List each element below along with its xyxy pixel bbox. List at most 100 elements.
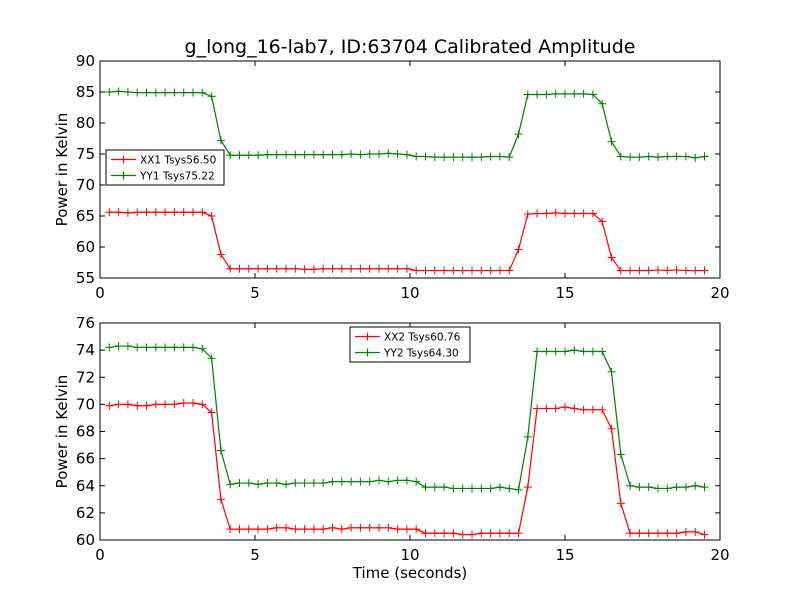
data-point — [384, 523, 393, 532]
data-point — [533, 347, 542, 356]
data-point — [347, 477, 356, 486]
data-point — [198, 88, 207, 97]
data-point — [402, 476, 411, 485]
data-point — [402, 150, 411, 159]
data-point — [477, 153, 486, 162]
data-point — [272, 150, 281, 159]
data-point — [598, 99, 607, 108]
data-point — [551, 347, 560, 356]
legend-label: XX1 Tsys56.50 — [140, 155, 216, 167]
data-point — [607, 137, 616, 146]
data-point — [347, 523, 356, 532]
data-point — [263, 264, 272, 273]
data-point — [337, 525, 346, 534]
data-point — [505, 153, 514, 162]
data-point — [523, 432, 532, 441]
data-point — [468, 266, 476, 275]
data-point — [170, 208, 179, 217]
data-point — [468, 530, 476, 539]
data-point — [672, 265, 681, 274]
data-point — [105, 401, 114, 410]
legend-label: YY1 Tsys75.22 — [139, 171, 215, 183]
data-point — [337, 150, 346, 159]
data-point — [700, 483, 709, 492]
x-tick-label: 5 — [250, 546, 260, 564]
data-point — [300, 525, 309, 534]
data-point — [254, 264, 263, 273]
data-point — [300, 265, 309, 274]
data-point — [468, 484, 476, 493]
data-point — [375, 523, 383, 532]
data-point — [440, 266, 449, 275]
data-point — [198, 400, 207, 409]
data-point — [319, 525, 328, 534]
data-point — [663, 266, 672, 275]
data-point — [142, 208, 151, 217]
data-point — [681, 483, 690, 492]
data-point — [681, 527, 690, 536]
data-point — [542, 404, 551, 413]
data-point — [449, 266, 458, 275]
data-point — [226, 264, 235, 273]
y-tick-label: 62 — [76, 504, 95, 522]
data-point — [244, 151, 253, 160]
data-point — [440, 529, 449, 538]
data-point — [291, 479, 300, 488]
data-point — [449, 529, 458, 538]
data-point — [356, 150, 365, 159]
data-point — [486, 529, 495, 538]
data-point — [235, 264, 244, 273]
data-point — [263, 150, 272, 159]
data-point — [607, 424, 616, 433]
data-point — [282, 264, 290, 273]
data-point — [133, 401, 142, 410]
data-point — [375, 264, 383, 273]
data-point — [226, 480, 235, 489]
data-point — [440, 483, 449, 492]
x-axis-label: Time (seconds) — [352, 564, 468, 582]
data-point — [449, 484, 458, 493]
data-point — [412, 525, 421, 534]
data-point — [514, 130, 523, 139]
data-point — [300, 150, 309, 159]
data-point — [105, 208, 114, 217]
data-point — [244, 264, 253, 273]
y-tick-label: 72 — [76, 368, 95, 386]
data-point — [635, 153, 644, 162]
data-point — [235, 525, 244, 534]
data-point — [579, 89, 588, 98]
data-point — [170, 88, 179, 97]
data-point — [123, 400, 132, 409]
data-point — [626, 481, 635, 490]
data-point — [216, 136, 225, 145]
data-point — [282, 523, 290, 532]
y-axis-label: Power in Kelvin — [53, 113, 71, 227]
data-point — [272, 479, 281, 488]
legend-swatch — [111, 171, 136, 180]
y-tick-label: 66 — [76, 450, 95, 468]
data-point — [514, 245, 523, 254]
data-point — [681, 152, 690, 161]
data-point — [468, 153, 476, 162]
data-point — [570, 346, 579, 355]
data-point — [421, 483, 430, 492]
data-point — [161, 88, 170, 97]
data-point — [691, 527, 700, 536]
data-point — [523, 210, 532, 219]
data-point — [356, 264, 365, 273]
data-point — [161, 343, 170, 352]
data-point — [142, 401, 151, 410]
data-point — [291, 264, 300, 273]
data-point — [328, 150, 337, 159]
data-point — [328, 264, 337, 273]
data-point — [495, 529, 504, 538]
data-point — [319, 150, 328, 159]
data-point — [226, 525, 235, 534]
data-point — [235, 151, 244, 160]
data-point — [254, 151, 263, 160]
y-tick-label: 70 — [76, 395, 95, 413]
data-point — [691, 266, 700, 275]
data-point — [254, 525, 263, 534]
data-point — [272, 264, 281, 273]
